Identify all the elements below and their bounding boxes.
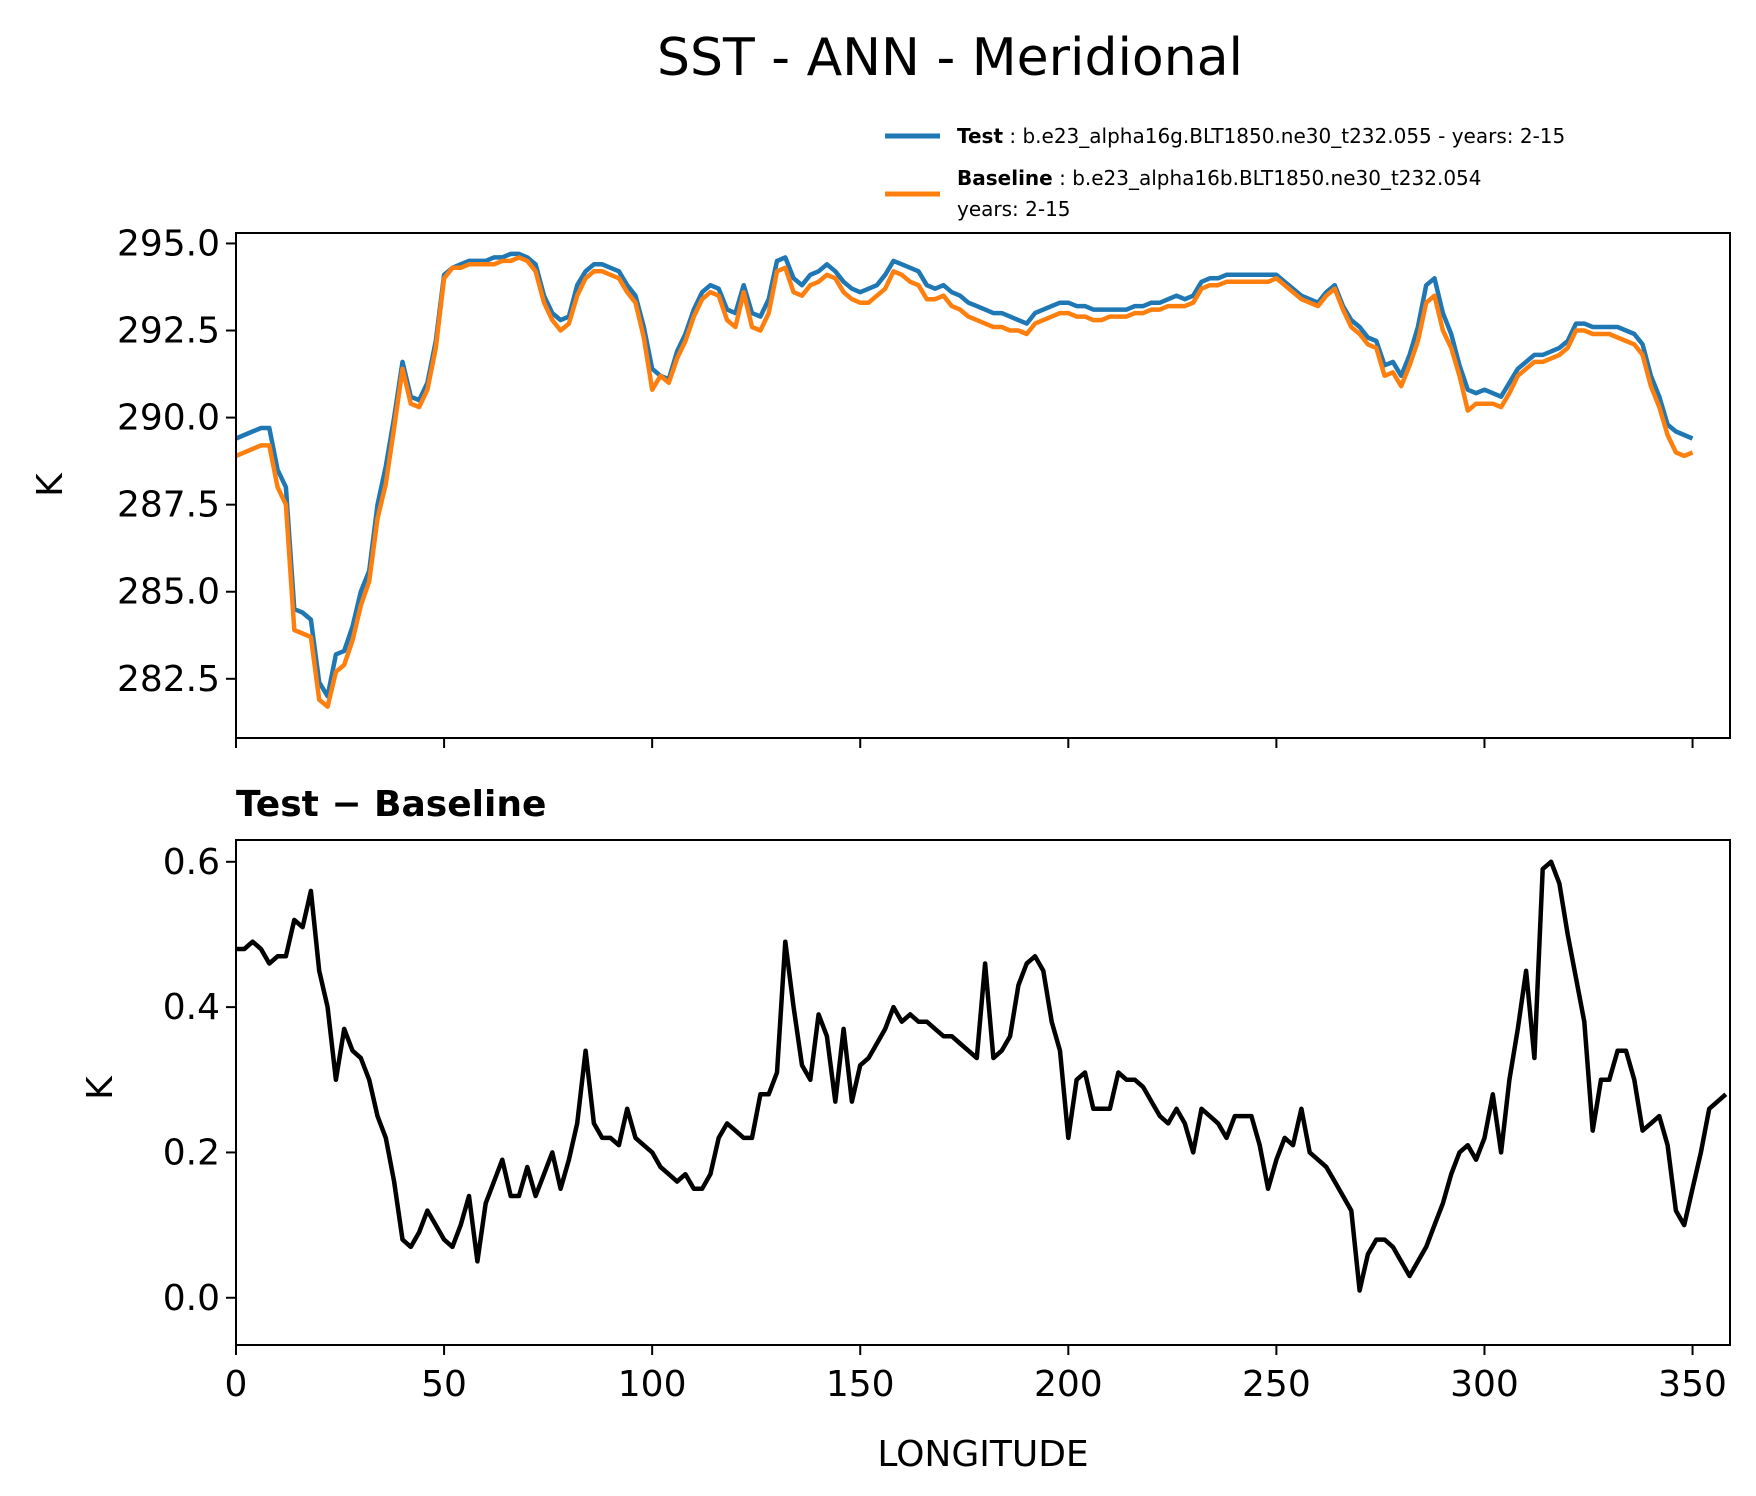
top-y-tick-label: 292.5 (117, 311, 220, 352)
legend-name-test: Test (957, 124, 1003, 148)
legend: Test : b.e23_alpha16g.BLT1850.ne30_t232.… (885, 124, 1565, 221)
bottom-panel: 0.0 0.2 0.4 0.6 0 50 100 150 200 250 300 350 K (80, 839, 1731, 1405)
bottom-x-tick-label: 200 (1034, 1364, 1103, 1405)
top-plot-frame (235, 232, 1731, 739)
bottom-x-tick-label: 300 (1450, 1364, 1519, 1405)
bottom-x-tick-label: 50 (421, 1364, 467, 1405)
top-series-line-baseline (236, 255, 1694, 709)
chart-title: SST - ANN - Meridional (657, 28, 1243, 88)
bottom-y-tick-label: 0.4 (163, 987, 220, 1028)
x-axis-label: LONGITUDE (877, 1434, 1088, 1475)
legend-label-baseline: Baseline : b.e23_alpha16b.BLT1850.ne30_t… (957, 166, 1482, 190)
top-y-tick-label: 287.5 (117, 485, 220, 526)
top-y-tick-label: 285.0 (117, 572, 220, 613)
bottom-x-tick-label: 250 (1242, 1364, 1311, 1405)
bottom-x-tick-label: 350 (1658, 1364, 1727, 1405)
bottom-x-tick-label: 100 (618, 1364, 687, 1405)
bottom-x-tick-label: 0 (225, 1364, 248, 1405)
top-y-tick-label: 290.0 (117, 398, 220, 439)
top-panel: 282.5 285.0 287.5 290.0 292.5 295.0 K (30, 223, 1731, 748)
bottom-y-tick-label: 0.0 (163, 1278, 220, 1319)
bottom-x-tick-label: 150 (826, 1364, 895, 1405)
legend-desc2-baseline: years: 2-15 (957, 197, 1071, 221)
top-series-line-test (236, 251, 1694, 699)
bottom-series-line-test-baseline (236, 859, 1728, 1293)
legend-name-baseline: Baseline (957, 166, 1053, 190)
top-y-tick-label: 282.5 (117, 659, 220, 700)
legend-label-test: Test : b.e23_alpha16g.BLT1850.ne30_t232.… (957, 124, 1565, 148)
top-y-tick-label: 295.0 (117, 223, 220, 264)
bottom-plot-frame (235, 839, 1731, 1346)
legend-desc-test: : b.e23_alpha16g.BLT1850.ne30_t232.055 -… (1009, 124, 1565, 148)
bottom-panel-title: Test − Baseline (236, 784, 546, 825)
bottom-y-axis-label: K (80, 1075, 121, 1100)
bottom-y-tick-label: 0.6 (163, 842, 220, 883)
bottom-y-tick-label: 0.2 (163, 1132, 220, 1173)
legend-desc-baseline: : b.e23_alpha16b.BLT1850.ne30_t232.054 (1059, 166, 1481, 190)
top-y-axis-label: K (30, 472, 71, 497)
